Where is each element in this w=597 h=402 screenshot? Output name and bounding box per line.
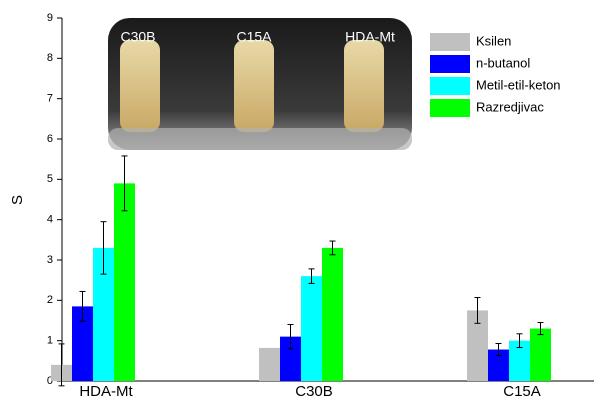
bar xyxy=(509,340,530,381)
legend-swatch xyxy=(430,77,470,95)
legend-swatch xyxy=(430,55,470,73)
y-tick-label: 5 xyxy=(47,173,53,185)
y-tick-label: 0 xyxy=(47,375,53,387)
bar xyxy=(280,336,301,381)
legend-swatch xyxy=(430,33,470,51)
bar xyxy=(259,347,280,381)
legend-label: Razredjivac xyxy=(476,99,544,114)
error-bar xyxy=(495,342,502,357)
legend-label: Metil-etil-keton xyxy=(476,77,561,92)
bar xyxy=(114,183,135,381)
error-bar xyxy=(121,155,128,212)
y-tick-label: 7 xyxy=(47,93,53,105)
x-tick-label: C30B xyxy=(295,383,333,400)
bar xyxy=(93,247,114,381)
legend-label: Ksilen xyxy=(476,33,511,48)
error-bar xyxy=(474,297,481,324)
y-axis-label: S xyxy=(9,195,26,205)
y-tick-label: 3 xyxy=(47,254,53,266)
y-tick-label: 9 xyxy=(47,12,53,24)
error-bar xyxy=(79,290,86,322)
y-tick-label: 8 xyxy=(47,52,53,64)
y-tick-label: 2 xyxy=(47,294,53,306)
inset-label: C15A xyxy=(236,29,272,45)
x-tick-label: C15A xyxy=(503,383,541,400)
bar xyxy=(72,306,93,381)
error-bar xyxy=(537,322,544,336)
y-tick-label: 1 xyxy=(47,335,53,347)
legend-label: n-butanol xyxy=(476,55,530,70)
y-tick-label: 4 xyxy=(47,214,53,226)
inset-label: HDA-Mt xyxy=(345,29,395,45)
bar xyxy=(301,276,322,381)
error-bar xyxy=(287,324,294,350)
bar xyxy=(467,310,488,381)
x-tick-label: HDA-Mt xyxy=(79,383,133,400)
error-bar xyxy=(308,268,315,284)
error-bar xyxy=(329,240,336,256)
inset-photo xyxy=(108,18,412,150)
bar xyxy=(530,328,551,381)
inset-label: C30B xyxy=(120,29,155,45)
y-tick-label: 6 xyxy=(47,133,53,145)
error-bar xyxy=(100,221,107,275)
bar xyxy=(322,247,343,381)
bar xyxy=(488,349,509,381)
legend-swatch xyxy=(430,99,470,117)
error-bar xyxy=(58,343,65,387)
error-bar xyxy=(516,333,523,349)
